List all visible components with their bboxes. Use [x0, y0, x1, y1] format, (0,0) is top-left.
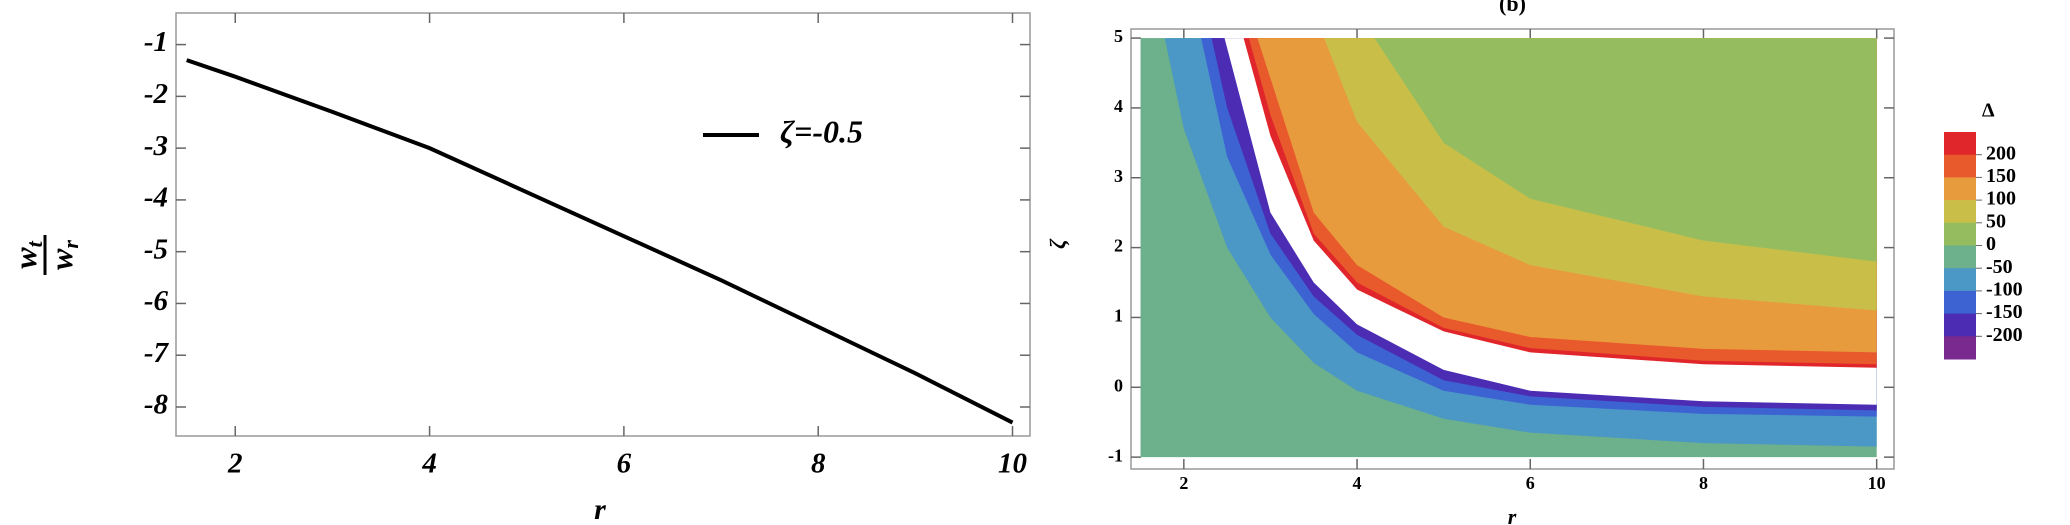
colorbar-swatch	[1944, 132, 1976, 156]
y-tick-label: -5	[144, 233, 168, 265]
colorbar-swatch	[1944, 177, 1976, 201]
colorbar-label: -50	[1986, 256, 2013, 278]
y-tick-label: 4	[1114, 96, 1123, 116]
colorbar-label: -200	[1986, 324, 2023, 346]
y-tick-label: -6	[144, 285, 169, 317]
colorbar-label: -150	[1986, 301, 2023, 323]
x-tick-label: 2	[227, 448, 243, 480]
y-label-sub: r	[58, 240, 83, 249]
y-tick-label: -4	[144, 182, 168, 214]
contour-band	[1374, 38, 1877, 262]
y-tick-label: -7	[144, 337, 170, 369]
colorbar-swatch	[1944, 268, 1976, 292]
legend-label: ζ=-0.5	[780, 113, 863, 149]
y-label-text: w	[43, 248, 79, 270]
y-tick-label: -1	[144, 26, 168, 58]
colorbar-label: 100	[1986, 188, 2016, 210]
x-axis-label: r	[594, 493, 606, 525]
colorbar-label: 200	[1986, 142, 2016, 164]
y-tick-label: -2	[144, 78, 168, 110]
colorbar-label: 50	[1986, 210, 2006, 232]
x-tick-label: 10	[998, 448, 1027, 480]
chart-title: (b)	[1499, 0, 1526, 16]
y-label-numerator: wt	[7, 240, 47, 268]
colorbar-swatch	[1944, 154, 1976, 178]
plot-frame	[175, 12, 1031, 437]
colorbar-swatch	[1944, 290, 1976, 315]
colorbar-swatch	[1944, 222, 1976, 246]
colorbar-label: 0	[1986, 233, 1996, 255]
y-tick-label: -3	[144, 130, 168, 162]
x-tick-label: 6	[1526, 473, 1535, 493]
colorbar-label: 150	[1986, 165, 2016, 187]
y-label-denominator: wr	[43, 240, 83, 270]
y-label-sub: t	[22, 240, 47, 247]
colorbar-label: -100	[1986, 278, 2023, 300]
y-tick-label: 5	[1114, 26, 1123, 46]
y-label-text: w	[7, 247, 43, 269]
x-axis-label: r	[1508, 504, 1517, 525]
y-tick-label: 0	[1114, 375, 1123, 395]
x-tick-label: 8	[811, 448, 826, 480]
colorbar-swatch	[1944, 200, 1976, 224]
x-tick-label: 8	[1699, 473, 1708, 493]
colorbar-swatch	[1944, 336, 1976, 360]
x-tick-label: 10	[1868, 473, 1886, 493]
colorbar-swatch	[1944, 245, 1976, 269]
x-tick-label: 4	[421, 448, 437, 480]
y-axis-label: ζ	[1045, 238, 1070, 249]
y-tick-label: -8	[144, 389, 169, 421]
y-tick-label: 1	[1114, 306, 1123, 326]
y-tick-label: 3	[1114, 166, 1123, 186]
colorbar-swatch	[1944, 313, 1976, 337]
x-tick-label: 4	[1353, 473, 1362, 493]
colorbar-title: Δ	[1982, 100, 1995, 122]
data-line	[186, 58, 1014, 425]
x-tick-label: 2	[1179, 473, 1188, 493]
plot-frame	[1130, 28, 1895, 470]
y-tick-label: 2	[1114, 236, 1123, 256]
x-tick-label: 6	[617, 448, 632, 480]
y-tick-label: -1	[1108, 445, 1123, 465]
